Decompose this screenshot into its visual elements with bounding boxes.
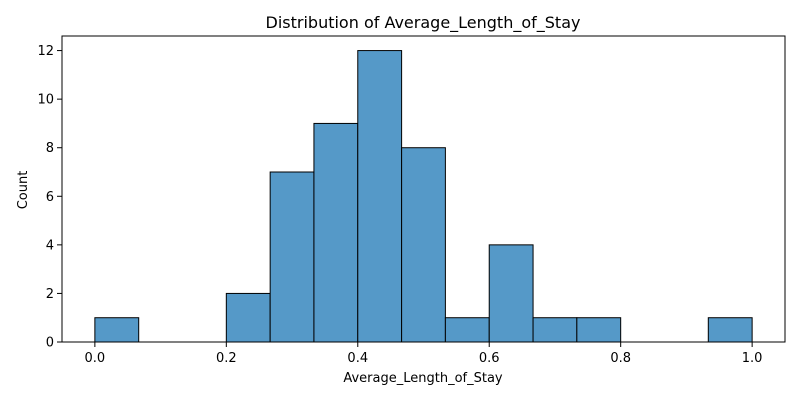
- histogram-bar: [532, 317, 578, 343]
- y-tick-label: 4: [46, 238, 54, 253]
- x-axis-label: Average_Length_of_Stay: [343, 371, 503, 386]
- histogram-bar: [269, 171, 315, 343]
- histogram-bar: [401, 147, 446, 343]
- x-tick-label: 0.4: [347, 351, 368, 366]
- histogram-bar: [313, 122, 359, 343]
- x-tick-label: 1.0: [742, 351, 763, 366]
- plot-frame: [61, 35, 786, 343]
- histogram-bar: [225, 292, 271, 343]
- x-axis: 0.0 0.2 0.4 0.6 0.8 1.0: [85, 342, 763, 366]
- x-tick-label: 0.8: [610, 351, 631, 366]
- x-tick-label: 0.0: [85, 351, 106, 366]
- x-tick-label: 0.6: [479, 351, 500, 366]
- y-tick-label: 2: [46, 287, 54, 302]
- y-tick-label: 12: [37, 44, 54, 59]
- y-axis: 0 2 4 6 8 10 12: [37, 44, 62, 351]
- histogram-bar: [707, 317, 753, 343]
- histogram-bar: [576, 317, 622, 343]
- histogram-bar: [357, 50, 403, 343]
- x-tick-label: 0.2: [216, 351, 237, 366]
- y-tick-label: 0: [46, 336, 54, 351]
- bars-group: [94, 50, 753, 343]
- y-axis-label: Count: [16, 171, 31, 210]
- histogram-bar: [94, 317, 140, 343]
- y-tick-label: 6: [46, 190, 54, 205]
- y-tick-label: 8: [46, 141, 54, 156]
- y-tick-label: 10: [37, 93, 54, 108]
- chart-title: Distribution of Average_Length_of_Stay: [266, 13, 581, 33]
- histogram-bar: [488, 244, 534, 343]
- histogram-bar: [444, 317, 490, 343]
